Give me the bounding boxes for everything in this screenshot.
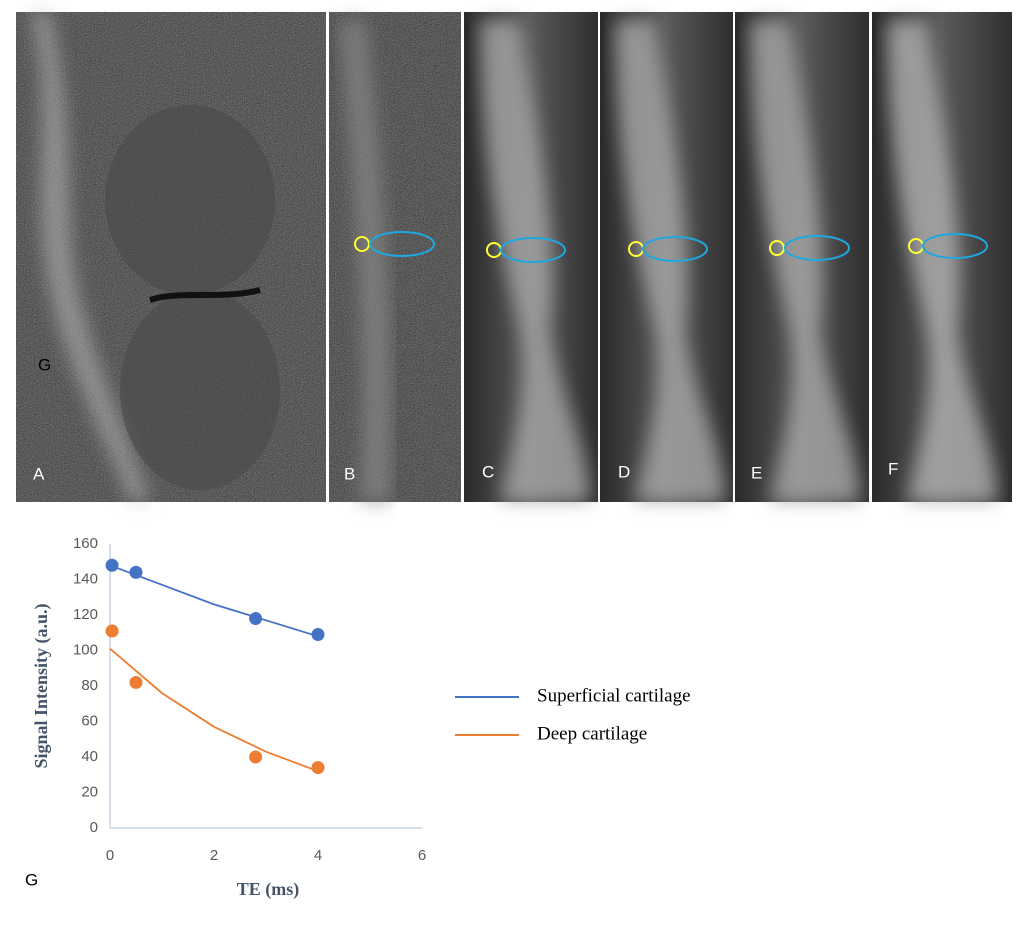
- data-point: [249, 750, 263, 764]
- mri-panel-c: [464, 12, 598, 502]
- fit-line: [109, 648, 319, 773]
- mri-panel-e: [735, 12, 869, 502]
- data-point: [311, 628, 325, 642]
- y-tick-label: 40: [81, 748, 98, 765]
- data-point: [129, 675, 143, 689]
- x-tick-label: 4: [314, 847, 322, 864]
- y-tick-label: 60: [81, 712, 98, 729]
- panel-label: F: [888, 459, 898, 478]
- panel-label: B: [344, 464, 355, 483]
- x-tick-label: 6: [418, 847, 426, 864]
- panel-label: A: [33, 464, 45, 483]
- mri-panel-d: [600, 12, 733, 502]
- y-tick-label: 140: [73, 570, 98, 587]
- panel-label: E: [751, 463, 762, 482]
- fit-line: [109, 564, 319, 638]
- y-tick-label: 120: [73, 606, 98, 623]
- y-tick-label: 80: [81, 677, 98, 694]
- mri-panel-b: [329, 12, 461, 502]
- data-point: [105, 558, 119, 572]
- y-tick-label: 160: [73, 535, 98, 552]
- data-point: [129, 565, 143, 579]
- panel-label: C: [482, 462, 494, 481]
- mri-panel-f: [872, 12, 1012, 502]
- panel-label: D: [618, 462, 630, 481]
- x-tick-label: 0: [106, 847, 114, 864]
- x-tick-label: 2: [210, 847, 218, 864]
- y-tick-label: 20: [81, 783, 98, 800]
- y-axis-title: Signal Intensity (a.u.): [31, 603, 52, 768]
- y-tick-label: 0: [90, 819, 98, 836]
- legend-label: Deep cartilage: [537, 723, 647, 744]
- chart-label: G: [25, 870, 38, 889]
- mri-panel-a: [16, 12, 326, 502]
- data-point: [105, 624, 119, 638]
- y-tick-label: 100: [73, 641, 98, 658]
- x-axis-title: TE (ms): [237, 879, 300, 900]
- data-point: [311, 761, 325, 775]
- panel-annotation: G: [38, 355, 51, 374]
- data-point: [249, 612, 263, 626]
- mri-panels: [329, 12, 1012, 502]
- legend-label: Superficial cartilage: [537, 685, 691, 706]
